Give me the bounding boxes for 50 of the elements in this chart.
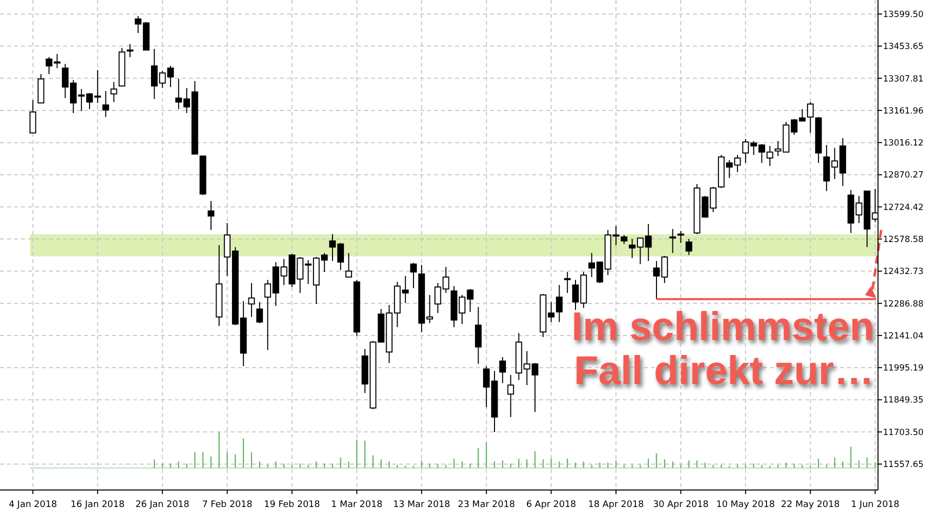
- y-tick-label: 12286.88: [883, 299, 924, 310]
- candlestick: [669, 228, 676, 254]
- x-tick-label: 22 May 2018: [781, 500, 840, 510]
- candlestick: [126, 44, 134, 58]
- candlestick: [686, 238, 692, 256]
- candlestick: [564, 272, 571, 294]
- y-tick-label: 13453.65: [883, 42, 924, 52]
- annotation: Fall direkt zur…: [574, 349, 874, 393]
- x-tick-label: 6 Apr 2018: [526, 500, 576, 510]
- candlestick: [474, 306, 482, 364]
- candlestick: [620, 234, 628, 245]
- candlestick: [677, 230, 684, 244]
- x-tick-label: 23 Mar 2018: [458, 500, 516, 510]
- candlestick: [807, 102, 814, 134]
- x-tick-label: 1 Jun 2018: [850, 500, 900, 510]
- x-tick-label: 18 Apr 2018: [588, 500, 644, 510]
- candlestick: [256, 301, 263, 324]
- candlestick: [410, 262, 417, 289]
- x-tick-label: 1 Mar 2018: [331, 500, 383, 510]
- candlestick: [248, 282, 255, 318]
- y-tick-label: 12141.04: [883, 331, 924, 342]
- y-tick-label: 13161.96: [883, 106, 924, 116]
- y-tick-label: 13599.50: [883, 10, 924, 20]
- y-tick-label: 11849.35: [883, 396, 924, 406]
- x-tick-label: 4 Jan 2018: [8, 500, 58, 510]
- x-tick-label: 10 May 2018: [716, 500, 776, 510]
- x-tick-label: 13 Mar 2018: [393, 500, 450, 510]
- x-tick-label: 7 Feb 2018: [202, 500, 253, 510]
- candlestick: [208, 200, 214, 230]
- candlestick: [499, 356, 506, 384]
- x-tick-label: 30 Apr 2018: [652, 500, 709, 510]
- candlestick: [102, 90, 110, 118]
- candlestick: [556, 284, 563, 323]
- candlestick: [110, 81, 118, 103]
- x-tick-label: 19 Feb 2018: [264, 500, 320, 510]
- y-tick-label: 13307.81: [883, 74, 924, 84]
- y-tick-label: 11995.19: [883, 364, 924, 374]
- y-tick-label: 13016.12: [883, 138, 924, 149]
- x-tick-label: 26 Jan 2018: [135, 500, 190, 510]
- y-tick-label: 12578.58: [883, 235, 924, 246]
- candlestick: [30, 100, 36, 134]
- x-tick-label: 16 Jan 2018: [70, 500, 125, 510]
- y-tick-label: 12432.73: [883, 267, 924, 278]
- annotation: Im schlimmsten: [572, 305, 874, 349]
- y-tick-label: 12724.42: [883, 202, 924, 213]
- y-tick-label: 11557.65: [883, 460, 924, 470]
- y-tick-label: 11703.50: [883, 428, 924, 438]
- candlestick: [345, 252, 352, 278]
- y-tick-label: 12870.27: [883, 170, 924, 181]
- candlestick: [507, 374, 514, 418]
